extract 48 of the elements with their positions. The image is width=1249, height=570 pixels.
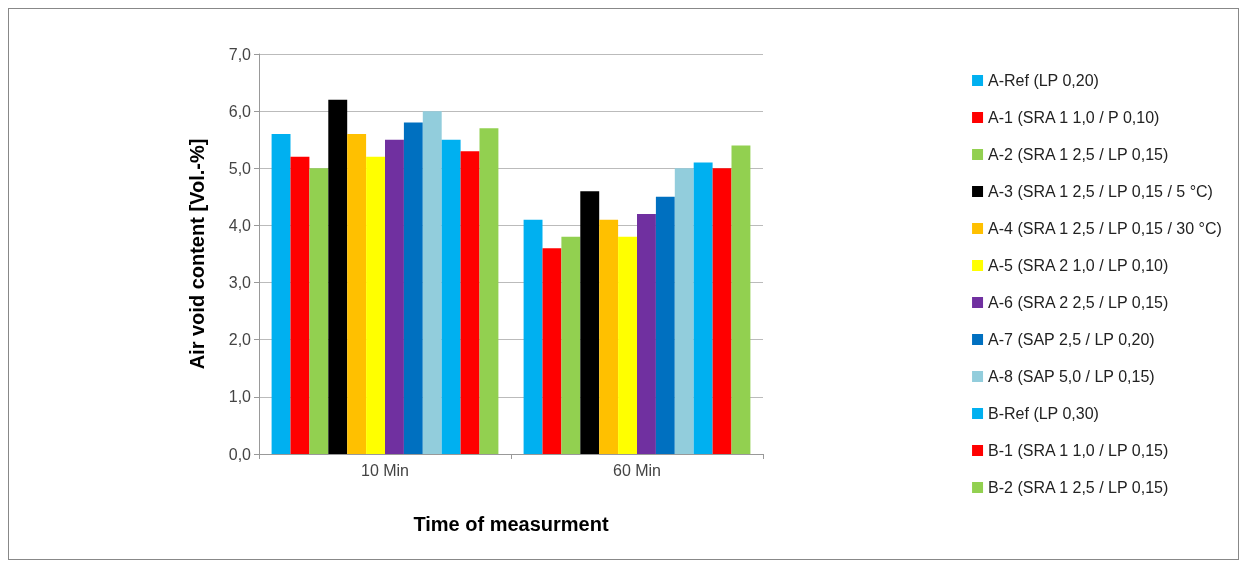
legend-label: B-2 (SRA 1 2,5 / LP 0,15): [988, 479, 1169, 496]
x-tick-label: 60 Min: [612, 461, 662, 479]
y-tick-label: 3,0: [228, 274, 252, 292]
y-tick-label: 4,0: [228, 216, 252, 234]
bar: [479, 128, 499, 454]
legend-label: B-1 (SRA 1 1,0 / LP 0,15): [988, 442, 1169, 459]
y-tick-label: 2,0: [228, 331, 252, 349]
y-tick-label: 5,0: [228, 159, 252, 177]
bar: [542, 248, 562, 454]
legend-label: A-1 (SRA 1 1,0 / P 0,10): [988, 109, 1160, 126]
y-tick-label: 6,0: [228, 102, 252, 120]
bar: [328, 99, 348, 454]
bar: [731, 145, 751, 454]
legend-label: A-3 (SRA 1 2,5 / LP 0,15 / 5 °C): [988, 183, 1213, 200]
bar: [599, 219, 619, 454]
legend-label: A-6 (SRA 2 2,5 / LP 0,15): [988, 294, 1169, 311]
x-axis-title: Time of measurment: [413, 513, 609, 535]
legend-label: A-8 (SAP 5,0 / LP 0,15): [988, 368, 1155, 385]
bar: [403, 122, 423, 454]
y-tick-label: 7,0: [228, 45, 252, 63]
bar: [385, 139, 404, 454]
bar: [309, 168, 329, 454]
legend-label: A-5 (SRA 2 1,0 / LP 0,10): [988, 257, 1169, 274]
bar: [580, 191, 600, 454]
legend-label: A-4 (SRA 1 2,5 / LP 0,15 / 30 °C): [988, 220, 1222, 237]
y-tick-label: 0,0: [228, 445, 252, 463]
legend-label: A-7 (SAP 2,5 / LP 0,20): [988, 331, 1155, 348]
bar: [523, 219, 543, 454]
bar: [460, 151, 480, 454]
bar: [366, 156, 385, 454]
bar: [693, 162, 713, 454]
bar: [674, 168, 694, 454]
legend-label: B-Ref (LP 0,30): [988, 405, 1099, 422]
bar: [637, 214, 656, 454]
bar: [271, 134, 291, 454]
bar: [290, 156, 310, 454]
bar: [561, 236, 581, 454]
bar: [655, 196, 675, 454]
bar: [422, 111, 442, 454]
x-tick-label: 10 Min: [360, 461, 410, 479]
bar: [347, 134, 367, 454]
y-axis-title: Air void content [Vol.-%]: [186, 138, 208, 370]
bar: [441, 139, 461, 454]
legend-label: A-2 (SRA 1 2,5 / LP 0,15): [988, 146, 1169, 163]
legend-label: A-Ref (LP 0,20): [988, 72, 1099, 89]
y-tick-label: 1,0: [228, 388, 252, 406]
bar: [712, 168, 732, 454]
bar: [618, 236, 637, 454]
